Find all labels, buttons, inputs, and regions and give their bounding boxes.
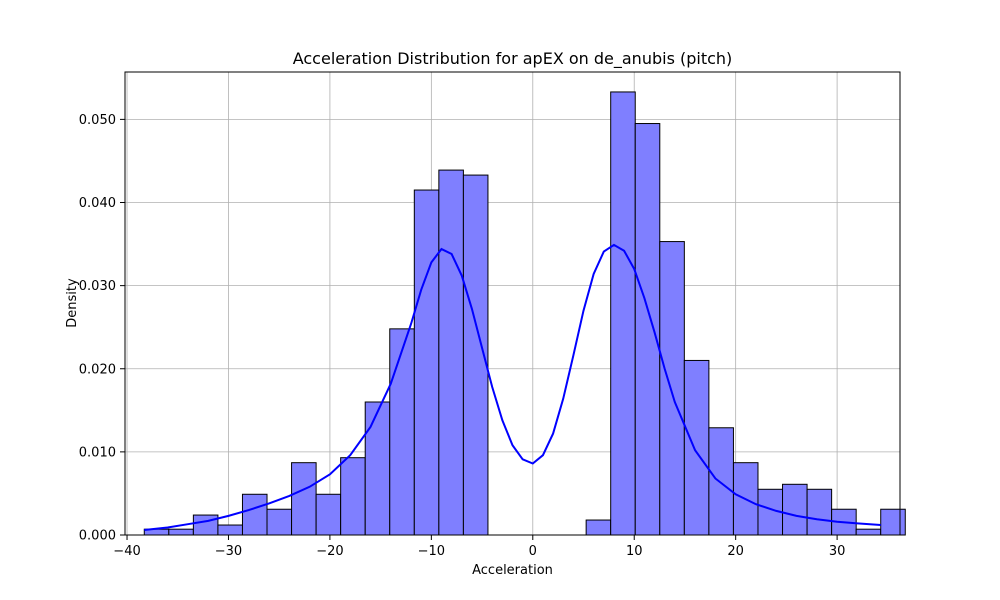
x-tick-label: −40 [113, 544, 140, 559]
y-tick-label: 0.000 [79, 529, 116, 544]
histogram-bar [610, 91, 636, 536]
histogram-bar [413, 189, 440, 536]
histogram-bar [168, 528, 194, 536]
y-tick-label: 0.010 [79, 445, 116, 460]
histogram-bar [291, 462, 317, 536]
histogram-bar [315, 493, 342, 536]
histogram-bars [143, 91, 906, 536]
histogram-bar [241, 493, 268, 536]
histogram-bar [708, 427, 734, 536]
x-tick-label: 10 [626, 544, 643, 559]
y-axis-ticks: 0.000 0.010 0.020 0.030 0.040 0.050 [79, 113, 125, 544]
histogram-bar [585, 519, 612, 536]
kde-curve [144, 243, 881, 532]
x-tick-label: 30 [829, 544, 846, 559]
x-axis-label: Acceleration [472, 563, 553, 578]
histogram-bar [364, 401, 391, 536]
histogram-bar [217, 524, 243, 536]
histogram-bar [757, 488, 784, 536]
y-tick-label: 0.050 [79, 113, 116, 128]
x-tick-label: 0 [529, 544, 537, 559]
plot-frame [124, 71, 901, 536]
histogram-bar [782, 483, 808, 536]
y-tick-label: 0.030 [79, 279, 116, 294]
x-tick-label: −10 [418, 544, 445, 559]
histogram-bar [389, 328, 415, 536]
histogram-bar [438, 169, 464, 536]
x-tick-label: −30 [215, 544, 242, 559]
histogram-bar [340, 457, 366, 536]
histogram-bar [880, 508, 906, 536]
histogram-bar [855, 528, 882, 536]
histogram-bar [806, 488, 833, 536]
histogram-bar [659, 241, 685, 536]
y-tick-label: 0.020 [79, 362, 116, 377]
y-axis-label: Density [65, 278, 80, 328]
histogram-bar [683, 359, 710, 536]
x-tick-label: 20 [727, 544, 744, 559]
histogram-bar [266, 508, 293, 536]
x-axis-ticks: −40 −30 −20 −10 0 10 20 30 [113, 535, 845, 559]
histogram-bar [634, 123, 661, 536]
chart-title: Acceleration Distribution for apEX on de… [293, 49, 733, 69]
histogram-bar [192, 514, 219, 536]
y-tick-label: 0.040 [79, 196, 116, 211]
x-tick-label: −20 [316, 544, 343, 559]
